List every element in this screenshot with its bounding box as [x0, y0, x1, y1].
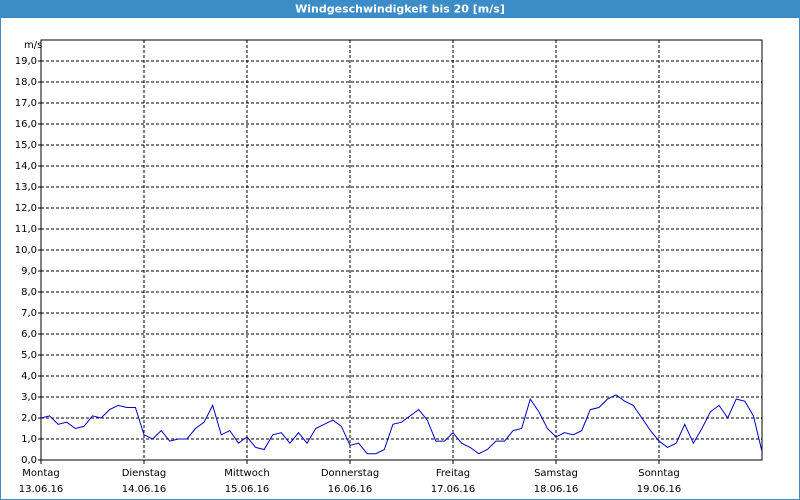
- x-tick-date: 14.06.16: [122, 484, 167, 495]
- x-tick-date: 17.06.16: [431, 484, 476, 495]
- x-tick-label: Montag: [22, 468, 59, 479]
- chart-title: Windgeschwindigkeit bis 20 [m/s]: [295, 3, 505, 16]
- y-tick-label: 11,0: [15, 224, 37, 235]
- y-tick-label: 12,0: [15, 203, 37, 214]
- x-tick-date: 16.06.16: [328, 484, 373, 495]
- y-tick-label: 4,0: [21, 371, 37, 382]
- y-tick-label: 10,0: [15, 245, 37, 256]
- y-tick-label: 15,0: [15, 140, 37, 151]
- y-tick-label: 6,0: [21, 329, 37, 340]
- x-tick-date: 19.06.16: [637, 484, 682, 495]
- y-tick-label: 7,0: [21, 308, 37, 319]
- data-line: [40, 394, 763, 455]
- y-tick-label: 9,0: [21, 266, 37, 277]
- x-tick-label: Mittwoch: [224, 468, 269, 479]
- y-tick-label: 13,0: [15, 182, 37, 193]
- y-tick-label: 5,0: [21, 350, 37, 361]
- y-axis-label: m/s: [24, 40, 42, 51]
- x-tick-date: 18.06.16: [534, 484, 579, 495]
- x-tick-label: Sonntag: [638, 468, 680, 479]
- x-tick-label: Dienstag: [122, 468, 167, 479]
- y-tick-label: 18,0: [15, 77, 37, 88]
- y-tick-label: 19,0: [15, 56, 37, 67]
- y-tick-label: 0,0: [21, 455, 37, 466]
- title-bar: [0, 0, 800, 18]
- y-tick-label: 16,0: [15, 119, 37, 130]
- y-tick-label: 1,0: [21, 434, 37, 445]
- y-tick-label: 8,0: [21, 287, 37, 298]
- y-tick-label: 14,0: [15, 161, 37, 172]
- x-tick-label: Donnerstag: [321, 468, 379, 479]
- x-tick-label: Samstag: [534, 468, 578, 479]
- y-tick-label: 2,0: [21, 413, 37, 424]
- y-tick-label: 3,0: [21, 392, 37, 403]
- x-tick-date: 15.06.16: [225, 484, 270, 495]
- x-tick-date: 13.06.16: [19, 484, 64, 495]
- x-tick-label: Freitag: [436, 468, 470, 479]
- y-tick-label: 17,0: [15, 98, 37, 109]
